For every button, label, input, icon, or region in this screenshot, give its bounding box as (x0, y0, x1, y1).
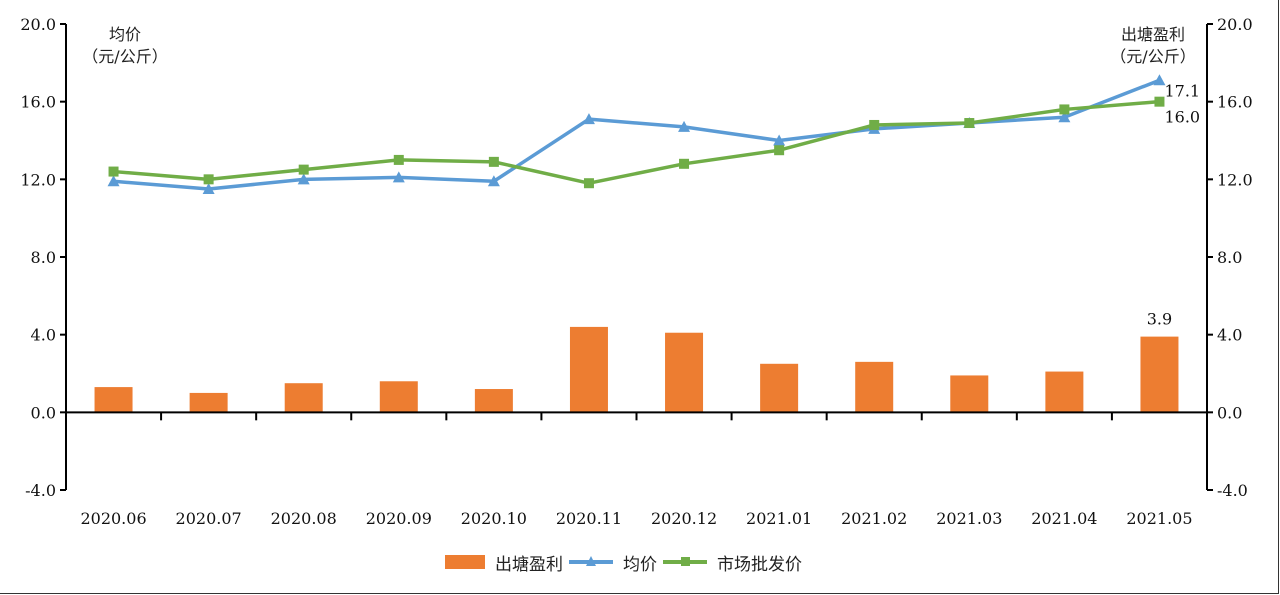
line-triangle-marker-icon (569, 556, 613, 566)
bar-swatch-icon (445, 555, 485, 569)
x-tick-label: 2020.11 (556, 509, 622, 528)
line-series (107, 74, 1166, 195)
axes (60, 23, 1213, 491)
right-axis-title-line2: （元/公斤） (1110, 47, 1196, 66)
x-tick-label: 2020.08 (271, 509, 337, 528)
bar (760, 363, 799, 413)
x-tick-label: 2020.06 (80, 509, 146, 528)
triangle-marker (1153, 74, 1166, 86)
bar (665, 332, 704, 413)
triangle-marker (107, 175, 120, 187)
line-square-marker-icon (663, 557, 707, 566)
x-tick-label: 2021.01 (746, 509, 812, 528)
square-marker (1059, 104, 1070, 115)
right-tick-label: 12.0 (1217, 170, 1253, 189)
legend-item-profit: 出塘盈利 (445, 550, 563, 575)
tick-labels: -4.0 0.0 4.0 8.0 12.0 16.0 20.0 -4.0 0.0 4.0 8.0 12… (20, 15, 1252, 528)
bar (1045, 371, 1084, 413)
square-marker (869, 119, 880, 130)
x-tick-label: 2020.12 (651, 509, 717, 528)
bar (189, 392, 228, 413)
left-tick-label: 12.0 (20, 170, 56, 189)
bar (474, 389, 513, 413)
triangle-marker (1058, 111, 1071, 123)
legend-item-wholesale-price: 市场批发价 (663, 550, 802, 575)
x-tick-label: 2021.05 (1126, 509, 1192, 528)
square-marker (774, 145, 785, 156)
bar (94, 387, 133, 413)
legend-label-wholesale-price: 市场批发价 (717, 554, 802, 575)
bar-series-profit (94, 326, 1179, 413)
right-tick-label: 16.0 (1217, 93, 1253, 112)
right-axis-title: 出塘盈利 （元/公斤） (1098, 24, 1208, 68)
left-tick-label: 20.0 (20, 15, 56, 34)
bar (950, 375, 989, 413)
left-axis-title-line2: （元/公斤） (82, 47, 168, 66)
triangle-marker (582, 113, 595, 125)
square-marker (298, 164, 309, 175)
left-tick-label: 4.0 (31, 326, 56, 345)
x-tick-label: 2021.02 (841, 509, 907, 528)
x-tick-label: 2020.09 (366, 509, 432, 528)
bar (569, 326, 608, 413)
left-tick-label: 16.0 (20, 93, 56, 112)
data-label-wholesale-price: 16.0 (1164, 108, 1200, 127)
square-marker (964, 118, 975, 129)
right-tick-label: 8.0 (1217, 248, 1242, 267)
line-市场批发价 (113, 99, 1160, 185)
right-tick-label: 20.0 (1217, 15, 1253, 34)
right-tick-label: 0.0 (1217, 403, 1242, 422)
bar (284, 383, 323, 413)
square-marker (108, 166, 119, 177)
bar (379, 381, 418, 413)
right-tick-label: 4.0 (1217, 326, 1242, 345)
x-tick-label: 2020.07 (176, 509, 242, 528)
left-tick-label: 8.0 (31, 248, 56, 267)
square-marker (679, 158, 690, 169)
triangle-marker (297, 173, 310, 185)
right-tick-label: -4.0 (1217, 481, 1248, 500)
legend-label-profit: 出塘盈利 (495, 554, 563, 575)
x-tick-label: 2021.03 (936, 509, 1002, 528)
triangle-marker (487, 175, 500, 187)
right-axis-title-line1: 出塘盈利 (1120, 25, 1185, 44)
triangle-marker (202, 183, 215, 195)
square-marker (583, 178, 594, 189)
legend-label-avg-price: 均价 (623, 554, 657, 575)
left-axis-title-line1: 均价 (108, 25, 141, 44)
bar (1140, 336, 1179, 413)
legend: 出塘盈利 均价 市场批发价 (445, 550, 808, 575)
square-marker (203, 174, 214, 185)
triangle-marker (392, 171, 405, 183)
x-tick-label: 2020.10 (461, 509, 527, 528)
data-label-avg-price: 17.1 (1164, 81, 1200, 100)
x-tick-label: 2021.04 (1031, 509, 1097, 528)
left-tick-label: -4.0 (25, 481, 56, 500)
triangle-marker (678, 120, 691, 132)
square-marker (393, 154, 404, 165)
square-marker (488, 156, 499, 167)
bar (855, 361, 894, 413)
legend-item-avg-price: 均价 (569, 550, 657, 575)
data-label-profit: 3.9 (1147, 310, 1172, 329)
left-axis-title: 均价 （元/公斤） (70, 24, 180, 68)
square-marker (1154, 96, 1165, 107)
triangle-marker (773, 134, 786, 146)
left-tick-label: 0.0 (31, 403, 56, 422)
